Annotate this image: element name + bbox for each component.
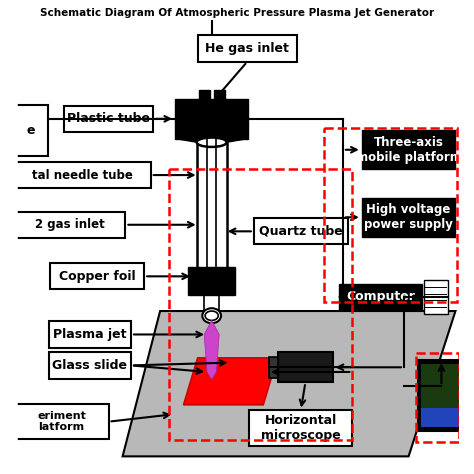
Bar (214, 90, 225, 99)
Bar (175, 99, 248, 138)
Text: Schematic Diagram Of Atmospheric Pressure Plasma Jet Generator: Schematic Diagram Of Atmospheric Pressur… (40, 8, 434, 18)
Text: Computer: Computer (346, 291, 415, 303)
Bar (199, 90, 210, 99)
Bar (339, 284, 422, 310)
Text: e: e (27, 125, 36, 137)
Bar (15, 211, 126, 238)
Bar (64, 106, 153, 132)
Text: Plasma jet: Plasma jet (53, 328, 127, 341)
Text: Copper foil: Copper foil (59, 270, 136, 283)
Ellipse shape (197, 276, 227, 286)
Polygon shape (175, 138, 248, 142)
Bar (362, 130, 456, 169)
Bar (198, 36, 297, 62)
Bar (15, 162, 151, 188)
Text: tal needle tube: tal needle tube (32, 169, 133, 182)
Ellipse shape (197, 137, 227, 147)
Bar (15, 105, 47, 156)
Text: eriment
latform: eriment latform (37, 411, 86, 432)
Bar (15, 404, 109, 439)
Ellipse shape (205, 311, 218, 320)
Bar (424, 280, 448, 314)
Bar (418, 360, 465, 430)
Text: Glass slide: Glass slide (52, 359, 128, 372)
Text: Horizontal
microscope: Horizontal microscope (261, 414, 341, 442)
Bar (269, 357, 278, 378)
Bar (421, 408, 462, 427)
Ellipse shape (202, 308, 221, 323)
Bar (50, 263, 144, 290)
Polygon shape (183, 358, 277, 405)
Bar (48, 321, 131, 347)
Bar (324, 128, 457, 301)
Bar (278, 352, 333, 383)
Bar (362, 198, 456, 237)
Bar (416, 353, 459, 442)
Bar (48, 352, 131, 379)
Text: Plastic tube: Plastic tube (67, 112, 150, 125)
Text: 2 gas inlet: 2 gas inlet (35, 218, 105, 231)
Bar (188, 267, 235, 295)
Bar (170, 168, 352, 440)
Polygon shape (204, 320, 219, 380)
Text: High voltage
power supply: High voltage power supply (364, 203, 453, 231)
Text: He gas inlet: He gas inlet (205, 42, 289, 55)
Bar (421, 364, 462, 408)
Bar (249, 410, 352, 446)
Polygon shape (123, 311, 456, 456)
Text: Quartz tube: Quartz tube (259, 225, 343, 238)
Text: Three-axis
mobile platform: Three-axis mobile platform (356, 136, 462, 164)
Bar (254, 218, 347, 245)
